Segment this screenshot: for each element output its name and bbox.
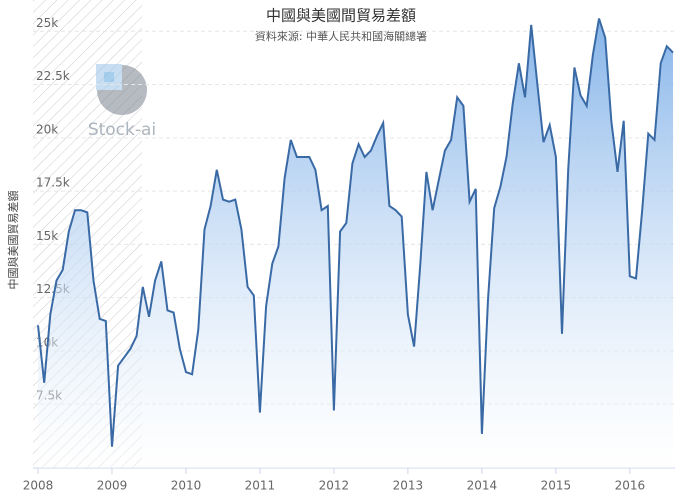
chart-subtitle: 資料來源: 中華人民共和國海關總署 <box>255 29 427 43</box>
y-tick-label: 15k <box>36 229 58 243</box>
area-line <box>37 18 674 447</box>
watermark: Stock-ai <box>88 120 156 140</box>
x-tick-label: 2015 <box>541 479 572 493</box>
chart-title: 中國與美國間貿易差額 <box>266 7 416 25</box>
y-tick-label: 20k <box>36 122 58 136</box>
x-tick-label: 2013 <box>393 479 424 493</box>
x-tick-label: 2010 <box>171 479 202 493</box>
y-tick-label: 25k <box>36 16 58 30</box>
x-tick-label: 2011 <box>245 479 276 493</box>
y-axis-title: 中國與美國貿易差額 <box>6 191 20 290</box>
x-tick-label: 2008 <box>23 479 54 493</box>
x-tick-label: 2016 <box>615 479 646 493</box>
area-fill <box>38 18 673 468</box>
x-tick-label: 2014 <box>467 479 498 493</box>
x-tick-label: 2012 <box>319 479 350 493</box>
y-tick-label: 22.5k <box>36 69 70 83</box>
logo <box>96 64 147 115</box>
x-tick-label: 2009 <box>97 479 128 493</box>
y-tick-label: 17.5k <box>36 176 70 190</box>
